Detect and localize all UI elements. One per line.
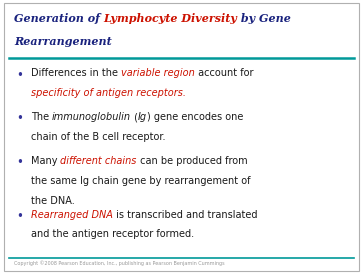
Text: different chains: different chains [61, 156, 137, 166]
Text: the DNA.: the DNA. [31, 196, 75, 206]
Text: can be produced from: can be produced from [137, 156, 248, 166]
Text: The: The [31, 112, 52, 122]
Text: specificity of antigen receptors.: specificity of antigen receptors. [31, 88, 186, 98]
Text: •: • [16, 156, 23, 169]
Text: Many: Many [31, 156, 61, 166]
Text: Generation of: Generation of [14, 13, 103, 24]
Text: is transcribed and translated: is transcribed and translated [113, 210, 257, 219]
Text: chain of the B cell receptor.: chain of the B cell receptor. [31, 132, 166, 142]
Text: by Gene: by Gene [237, 13, 291, 24]
Text: Ig: Ig [138, 112, 147, 122]
Text: the same Ig chain gene by rearrangement of: the same Ig chain gene by rearrangement … [31, 176, 250, 186]
Text: account for: account for [195, 68, 253, 78]
Text: •: • [16, 68, 23, 81]
Text: •: • [16, 112, 23, 125]
Text: variable region: variable region [121, 68, 195, 78]
Text: Copyright ©2008 Pearson Education, Inc., publishing as Pearson Benjamin Cummings: Copyright ©2008 Pearson Education, Inc.,… [14, 261, 224, 267]
Text: Differences in the: Differences in the [31, 68, 121, 78]
Text: and the antigen receptor formed.: and the antigen receptor formed. [31, 229, 194, 239]
Text: ) gene encodes one: ) gene encodes one [147, 112, 244, 122]
Text: Rearranged DNA: Rearranged DNA [31, 210, 113, 219]
Text: immunoglobulin: immunoglobulin [52, 112, 131, 122]
Text: Lymphocyte Diversity: Lymphocyte Diversity [103, 13, 237, 24]
Text: Rearrangement: Rearrangement [14, 36, 111, 47]
Text: (: ( [131, 112, 138, 122]
Text: •: • [16, 210, 23, 222]
